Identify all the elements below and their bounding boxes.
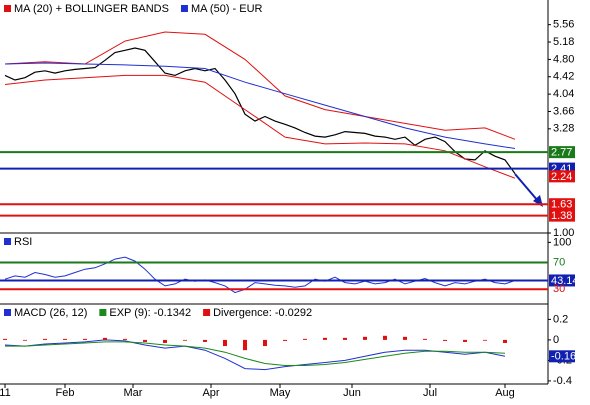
level-box <box>549 170 575 183</box>
level-label: 43.14 <box>551 275 579 287</box>
line <box>4 339 506 371</box>
bar <box>463 339 467 342</box>
bar <box>323 337 327 340</box>
x-tick-label: Feb <box>56 387 75 399</box>
bar <box>123 338 127 340</box>
x-tick-label: Aug <box>495 387 515 399</box>
y-tick-label: 5.18 <box>553 36 574 48</box>
bar <box>443 339 447 341</box>
bar <box>243 339 247 351</box>
bar <box>203 339 207 342</box>
x-tick-label: Jun <box>343 387 361 399</box>
y-tick-label: 3.28 <box>553 123 574 135</box>
bar <box>143 339 147 342</box>
level-box <box>549 274 575 287</box>
level-box <box>549 146 575 159</box>
legend-swatch <box>4 238 11 245</box>
bar <box>403 336 407 340</box>
y-tick-label: 4.80 <box>553 53 574 65</box>
y-tick-label: 4.42 <box>553 71 574 83</box>
legend-label: EXP (9): -0.1342 <box>109 307 191 319</box>
x-tick-label: Apr <box>202 387 219 399</box>
level-label: 70 <box>553 256 565 268</box>
level-label: 1.63 <box>551 199 572 211</box>
level-label: 1.38 <box>551 210 572 222</box>
bar <box>503 339 507 343</box>
legend-label: MACD (26, 12) <box>14 307 87 319</box>
legend-label: RSI <box>14 236 32 248</box>
bar <box>383 335 387 340</box>
legend-label: Divergence: -0.0292 <box>213 307 312 319</box>
bar <box>23 339 27 341</box>
bar <box>83 338 87 340</box>
legend-swatch <box>99 309 107 316</box>
line <box>4 74 516 179</box>
legend-label: MA (20) + BOLLINGER BANDS <box>14 3 169 15</box>
level-box <box>549 209 575 222</box>
level-label: 2.77 <box>551 147 572 159</box>
legend-label: MA (50) - EUR <box>191 3 263 15</box>
bar <box>363 336 367 340</box>
bar <box>303 338 307 340</box>
y-tick-label: -0.4 <box>553 375 572 387</box>
bar <box>103 337 107 340</box>
y-tick-label: 0 <box>553 334 559 346</box>
bar <box>223 339 227 347</box>
y-tick-label: 3.66 <box>553 105 574 117</box>
legend-swatch <box>4 5 11 12</box>
level-label: 30 <box>553 283 565 295</box>
legend-swatch <box>4 309 11 316</box>
trend-arrow <box>514 173 539 202</box>
x-tick-label: May <box>270 387 291 399</box>
x-tick-label: Jul <box>423 387 437 399</box>
bar <box>263 339 267 347</box>
bar <box>43 338 47 340</box>
y-tick-label: 4.04 <box>553 88 574 100</box>
y-tick-label: 5.56 <box>553 19 574 31</box>
y-tick-label: 1.00 <box>553 227 574 239</box>
bar <box>183 339 187 341</box>
line <box>5 341 506 366</box>
bar <box>63 338 67 340</box>
y-tick-label: 100 <box>553 236 571 248</box>
level-label: 2.24 <box>551 171 572 183</box>
bar <box>343 337 347 340</box>
legend-swatch <box>203 309 211 316</box>
x-tick-label: Mar <box>124 387 143 399</box>
bar <box>163 339 167 343</box>
bar <box>483 339 487 341</box>
line <box>4 31 516 140</box>
bar <box>423 338 427 340</box>
level-box <box>549 198 575 211</box>
bar <box>283 339 287 341</box>
line <box>4 47 516 174</box>
level-label: -0.16 <box>551 351 576 363</box>
legend-swatch <box>180 5 188 12</box>
line <box>4 62 516 149</box>
y-tick-label: 0.2 <box>553 313 568 325</box>
x-tick-label: 11 <box>0 387 11 399</box>
bar <box>3 338 7 340</box>
level-box <box>549 350 575 363</box>
